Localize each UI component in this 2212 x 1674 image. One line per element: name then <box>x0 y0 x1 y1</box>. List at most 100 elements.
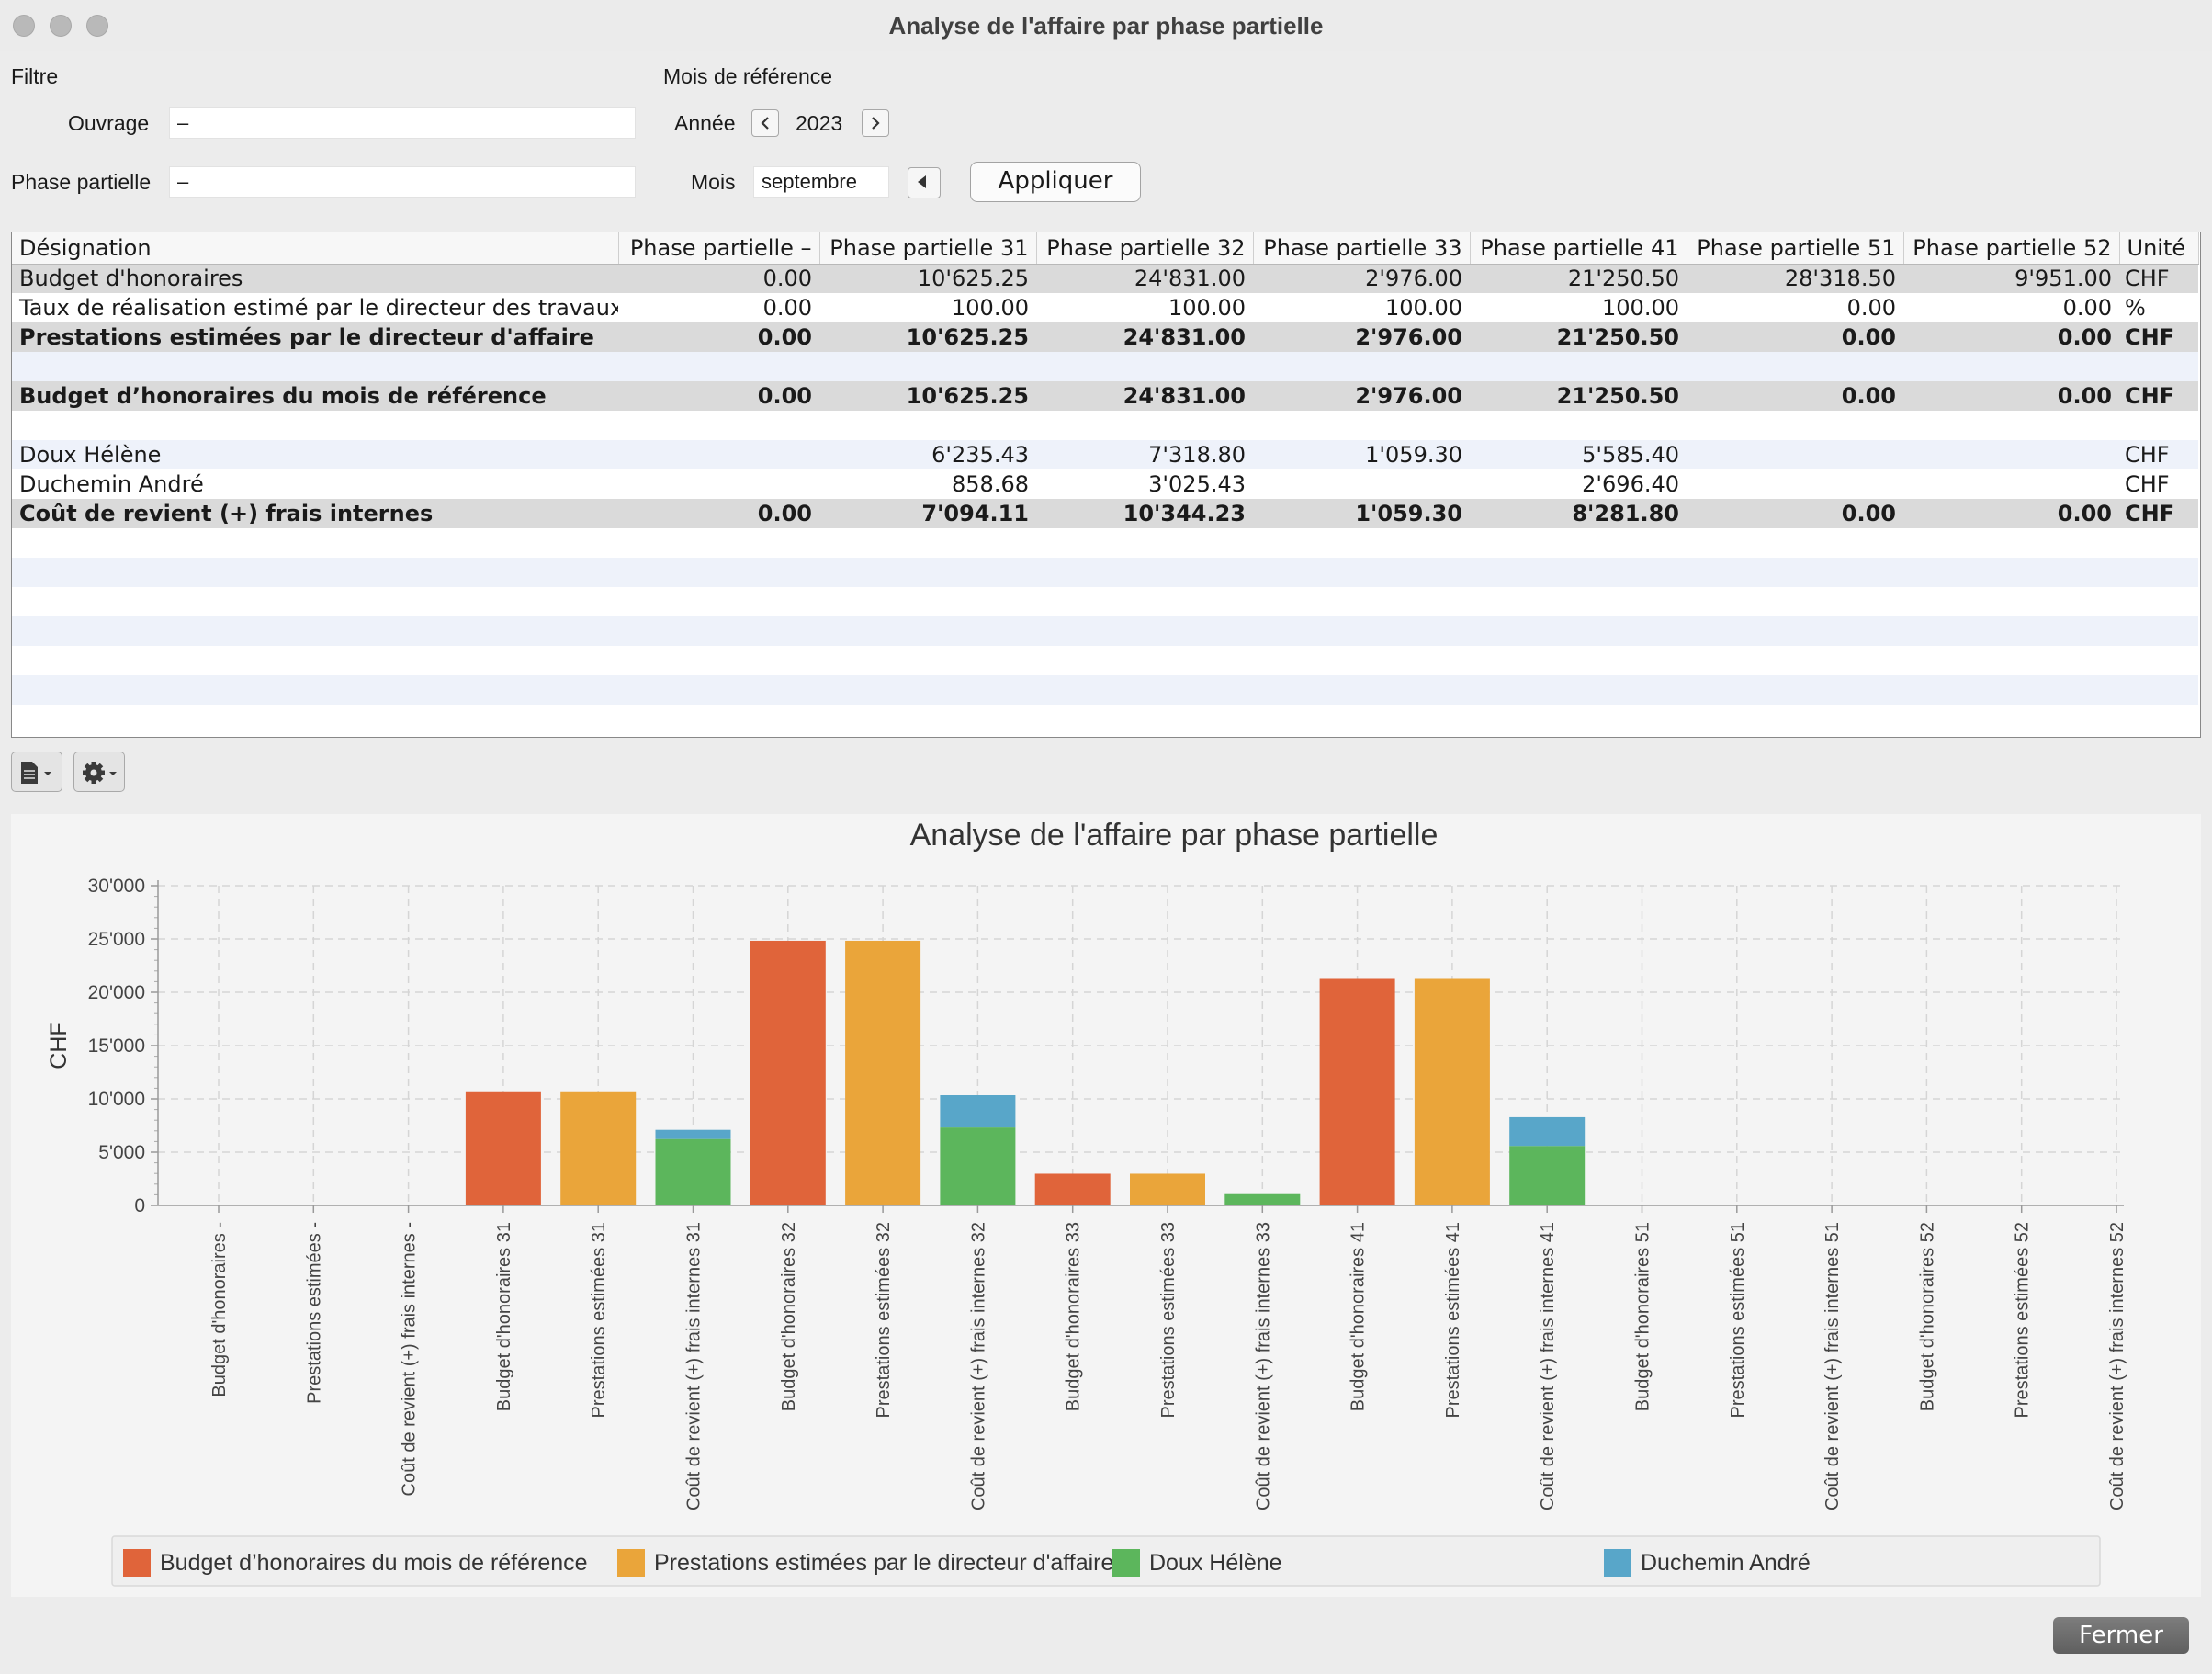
bar-segment <box>655 1138 731 1205</box>
table-cell: 10'625.25 <box>819 381 1036 411</box>
empty-row <box>12 528 2198 558</box>
zoom-window-button[interactable] <box>86 15 108 37</box>
table-cell: 5'585.40 <box>1470 440 1687 469</box>
empty-row <box>12 646 2198 675</box>
next-year-button[interactable] <box>862 109 889 137</box>
column-header[interactable]: Phase partielle 51 <box>1687 232 1904 265</box>
y-tick-label: 20'000 <box>88 982 145 1003</box>
table-cell: 21'250.50 <box>1470 264 1687 293</box>
table-row[interactable]: Budget d’honoraires du mois de référence… <box>12 381 2198 411</box>
month-label: Mois <box>691 170 736 194</box>
table-cell: 2'976.00 <box>1253 264 1470 293</box>
table-cell: 858.68 <box>819 469 1036 499</box>
bar-segment <box>845 940 921 1205</box>
year-value: 2023 <box>796 111 843 135</box>
empty-row <box>12 558 2198 587</box>
legend-label: Budget d’honoraires du mois de référence <box>160 1550 588 1576</box>
table-cell: 0.00 <box>1903 322 2119 352</box>
empty-cell <box>12 675 2198 705</box>
y-tick-label: 5'000 <box>98 1142 145 1163</box>
table-row[interactable]: Coût de revient (+) frais internes 0.00 7'… <box>12 499 2198 528</box>
table-row[interactable]: Duchemin André 858.68 3'025.43 2'696.40 CHF <box>12 469 2198 499</box>
table-row[interactable]: Doux Hélène 6'235.43 7'318.80 1'059.30 5'585… <box>12 440 2198 469</box>
table-cell: 0.00 <box>1687 381 1903 411</box>
column-header[interactable]: Phase partielle 32 <box>1036 232 1254 265</box>
table-cell <box>2119 352 2198 381</box>
empty-cell <box>12 528 2198 558</box>
table-cell: 100.00 <box>1470 293 1687 322</box>
apply-button[interactable]: Appliquer <box>970 162 1141 202</box>
table-cell: 10'625.25 <box>819 322 1036 352</box>
settings-button[interactable] <box>73 752 125 792</box>
legend-swatch <box>1112 1549 1140 1577</box>
x-category-label: Budget d'honoraires 51 <box>1633 1222 1653 1411</box>
table-cell: 10'625.25 <box>819 264 1036 293</box>
table-cell <box>1687 469 1903 499</box>
month-field[interactable]: septembre <box>753 166 889 198</box>
close-window-button[interactable] <box>13 15 35 37</box>
x-category-label: Coût de revient (+) frais internes 32 <box>968 1222 988 1510</box>
table-cell <box>1253 352 1470 381</box>
table-cell: 28'318.50 <box>1687 264 1903 293</box>
table-cell: 24'831.00 <box>1036 322 1253 352</box>
empty-row <box>12 675 2198 705</box>
bar-segment <box>1509 1116 1586 1147</box>
x-category-label: Prestations estimées - <box>304 1222 324 1404</box>
table-cell: 2'976.00 <box>1253 381 1470 411</box>
chevron-left-icon <box>761 117 769 130</box>
table-row[interactable]: Budget d'honoraires 0.00 10'625.25 24'831.0… <box>12 264 2198 293</box>
table-cell <box>618 440 819 469</box>
column-header[interactable]: Phase partielle 52 <box>1903 232 2120 265</box>
table-cell: 1'059.30 <box>1253 440 1470 469</box>
empty-cell <box>12 587 2198 616</box>
x-category-label: Coût de revient (+) frais internes 31 <box>684 1222 705 1510</box>
bar-segment <box>1034 1173 1111 1205</box>
table-cell <box>1903 440 2119 469</box>
table-cell: 0.00 <box>618 322 819 352</box>
table-cell: 1'059.30 <box>1253 499 1470 528</box>
table-row[interactable] <box>12 411 2198 440</box>
table-row[interactable]: Prestations estimées par le directeur d'… <box>12 322 2198 352</box>
table-cell <box>1253 469 1470 499</box>
triangle-left-icon <box>918 175 926 188</box>
column-header[interactable]: Phase partielle 33 <box>1253 232 1471 265</box>
table-cell <box>1036 411 1253 440</box>
table-cell: Taux de réalisation estimé par le direct… <box>12 293 618 322</box>
table-cell <box>1036 352 1253 381</box>
x-category-label: Prestations estimées 32 <box>874 1222 894 1418</box>
table-cell <box>1687 411 1903 440</box>
column-header[interactable]: Unité <box>2119 232 2199 265</box>
filter-section-label: Filtre <box>11 64 59 88</box>
column-header[interactable]: Phase partielle – <box>618 232 820 265</box>
table-cell: 7'318.80 <box>1036 440 1253 469</box>
table-row[interactable] <box>12 352 2198 381</box>
column-header[interactable]: Phase partielle 31 <box>819 232 1037 265</box>
table-cell: 100.00 <box>1036 293 1253 322</box>
table-cell: 8'281.80 <box>1470 499 1687 528</box>
ouvrage-field[interactable]: – <box>169 107 636 139</box>
table-cell <box>618 411 819 440</box>
x-category-label: Coût de revient (+) frais internes 33 <box>1253 1222 1273 1510</box>
table-cell <box>1903 411 2119 440</box>
y-axis-label: CHF <box>46 1022 72 1069</box>
legend-label: Duchemin André <box>1641 1550 1811 1576</box>
phase-partielle-field[interactable]: – <box>169 166 636 198</box>
table-cell: CHF <box>2119 264 2198 293</box>
close-button[interactable]: Fermer <box>2053 1617 2189 1654</box>
previous-year-button[interactable] <box>751 109 779 137</box>
gear-icon <box>83 762 117 784</box>
minimize-window-button[interactable] <box>50 15 72 37</box>
column-header[interactable]: Désignation <box>12 232 619 265</box>
table-cell: 0.00 <box>618 499 819 528</box>
table-cell: CHF <box>2119 440 2198 469</box>
bar-segment <box>940 1127 1016 1205</box>
month-dropdown-button[interactable] <box>908 167 941 198</box>
x-category-label: Prestations estimées 52 <box>2013 1222 2033 1418</box>
table-cell <box>1903 469 2119 499</box>
bar-segment <box>465 1091 541 1205</box>
export-button[interactable] <box>11 752 62 792</box>
column-header[interactable]: Phase partielle 41 <box>1470 232 1687 265</box>
table-cell: CHF <box>2119 499 2198 528</box>
table-row[interactable]: Taux de réalisation estimé par le direct… <box>12 293 2198 322</box>
title-bar: Analyse de l'affaire par phase partielle <box>0 0 2212 51</box>
